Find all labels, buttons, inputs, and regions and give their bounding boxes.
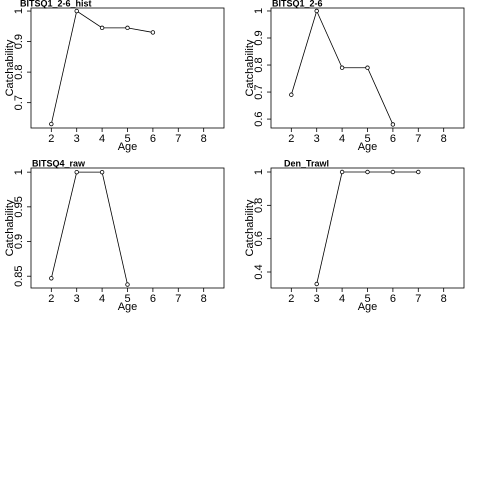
y-axis-label: Catchability <box>244 199 256 256</box>
data-point <box>49 121 54 127</box>
y-tick-label: 0.8 <box>13 64 25 79</box>
x-tick-label: 6 <box>390 293 396 305</box>
x-tick-label: 5 <box>364 293 370 305</box>
y-tick-label: 0.85 <box>13 265 25 286</box>
x-axis-label: Age <box>358 301 378 313</box>
x-tick-label: 6 <box>150 133 156 145</box>
data-point <box>314 8 319 14</box>
x-tick-label: 4 <box>99 293 105 305</box>
y-tick-label: 1 <box>253 169 265 175</box>
y-tick-label: 0.9 <box>253 30 265 45</box>
data-point <box>314 281 319 287</box>
x-tick-label: 7 <box>415 133 421 145</box>
y-tick-label: 0.6 <box>253 111 265 126</box>
x-tick-label: 7 <box>175 293 181 305</box>
plot-frame <box>270 167 465 289</box>
x-tick-label: 8 <box>201 293 207 305</box>
data-point <box>74 8 79 14</box>
x-tick-label: 2 <box>288 293 294 305</box>
x-tick-label: 2 <box>48 293 54 305</box>
data-point <box>49 276 54 281</box>
y-tick-label: 0.6 <box>253 231 265 246</box>
data-point <box>289 92 294 97</box>
x-tick-label: 6 <box>390 133 396 145</box>
data-point <box>339 65 345 70</box>
data-line <box>50 171 128 285</box>
x-tick-label: 8 <box>201 133 207 145</box>
panel-title: Den_Trawl <box>284 158 329 168</box>
x-tick-label: 2 <box>288 133 294 145</box>
y-axis-label: Catchability <box>4 39 16 96</box>
y-tick-label: 1 <box>253 8 265 14</box>
x-tick-label: 7 <box>415 293 421 305</box>
data-point <box>125 25 130 31</box>
panel-title: BITSQ1_2-6 <box>272 0 323 8</box>
x-tick-label: 3 <box>314 293 320 305</box>
data-point <box>150 30 156 35</box>
x-tick-label: 5 <box>124 133 130 145</box>
x-tick-label: 8 <box>441 133 447 145</box>
x-tick-label: 4 <box>339 293 345 305</box>
data-point <box>390 122 396 127</box>
panel-title: BITSQ4_raw <box>32 158 86 168</box>
data-point <box>416 169 421 175</box>
x-axis-label: Age <box>118 301 138 313</box>
y-tick-label: 0.9 <box>13 34 25 49</box>
x-tick-label: 6 <box>150 293 156 305</box>
plot-frame <box>30 167 225 289</box>
x-axis-label: Age <box>118 141 138 153</box>
data-point <box>125 282 130 287</box>
data-point <box>339 169 345 175</box>
x-tick-label: 7 <box>175 133 181 145</box>
y-tick-label: 0.8 <box>253 57 265 72</box>
x-tick-label: 4 <box>339 133 345 145</box>
data-point <box>365 65 370 70</box>
x-tick-label: 4 <box>99 133 105 145</box>
y-tick-label: 0.8 <box>253 198 265 213</box>
x-tick-label: 2 <box>48 133 54 145</box>
x-axis-label: Age <box>358 141 378 153</box>
data-point <box>99 169 105 175</box>
y-tick-label: 0.9 <box>13 234 25 249</box>
x-tick-label: 8 <box>441 293 447 305</box>
data-point <box>74 169 79 175</box>
x-tick-label: 3 <box>314 133 320 145</box>
y-tick-label: 1 <box>13 169 25 175</box>
x-tick-label: 5 <box>364 133 370 145</box>
y-tick-label: 0.4 <box>253 264 265 279</box>
x-tick-label: 3 <box>74 293 80 305</box>
y-tick-label: 0.7 <box>13 95 25 110</box>
y-tick-label: 0.7 <box>253 84 265 99</box>
data-point <box>99 25 105 31</box>
panel-title: BITSQ1_2-6_hist <box>20 0 92 8</box>
y-tick-label: 1 <box>13 8 25 14</box>
x-tick-label: 3 <box>74 133 80 145</box>
y-axis-label: Catchability <box>244 39 256 96</box>
data-line <box>316 171 419 285</box>
y-tick-label: 0.95 <box>13 196 25 217</box>
data-point <box>390 169 396 175</box>
y-axis-label: Catchability <box>4 199 16 256</box>
x-tick-label: 5 <box>124 293 130 305</box>
data-point <box>365 169 370 175</box>
